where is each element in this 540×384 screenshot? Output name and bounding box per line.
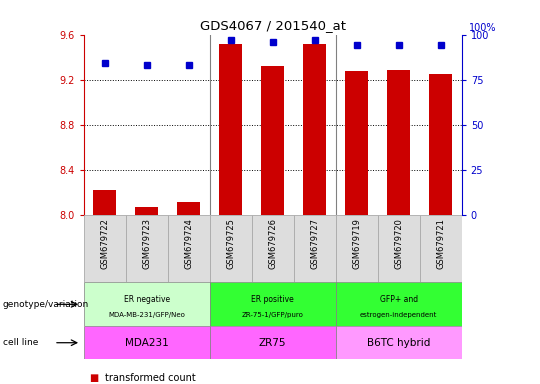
Bar [210,282,336,326]
Bar [294,215,336,282]
Bar [135,207,158,215]
Bar [177,202,200,215]
Bar [261,66,284,215]
Text: GSM679721: GSM679721 [436,218,445,269]
Bar [210,215,252,282]
Text: 100%: 100% [469,23,497,33]
Bar [84,215,126,282]
Bar [210,326,336,359]
Text: genotype/variation: genotype/variation [3,300,89,309]
Text: cell line: cell line [3,338,38,347]
Text: GSM679726: GSM679726 [268,218,277,270]
Bar [387,70,410,215]
Text: GSM679723: GSM679723 [142,218,151,270]
Text: MDA231: MDA231 [125,338,168,348]
Bar [84,282,210,326]
Bar [219,44,242,215]
Bar [126,215,168,282]
Bar [377,215,420,282]
Text: GSM679725: GSM679725 [226,218,235,269]
Text: GSM679719: GSM679719 [352,218,361,269]
Bar [336,215,377,282]
Text: GFP+ and: GFP+ and [380,295,418,303]
Bar [420,215,462,282]
Text: ■: ■ [89,373,98,383]
Bar [303,44,326,215]
Text: GSM679720: GSM679720 [394,218,403,269]
Text: MDA-MB-231/GFP/Neo: MDA-MB-231/GFP/Neo [108,312,185,318]
Title: GDS4067 / 201540_at: GDS4067 / 201540_at [200,19,346,32]
Text: estrogen-independent: estrogen-independent [360,312,437,318]
Text: GSM679724: GSM679724 [184,218,193,269]
Text: GSM679722: GSM679722 [100,218,109,269]
Text: ER negative: ER negative [124,295,170,303]
Text: ZR75: ZR75 [259,338,286,348]
Text: B6TC hybrid: B6TC hybrid [367,338,430,348]
Bar [336,326,462,359]
Text: transformed count: transformed count [105,373,196,383]
Text: GSM679727: GSM679727 [310,218,319,270]
Bar [168,215,210,282]
Bar [345,71,368,215]
Bar [84,326,210,359]
Text: ZR-75-1/GFP/puro: ZR-75-1/GFP/puro [242,312,303,318]
Bar [252,215,294,282]
Text: ER positive: ER positive [251,295,294,303]
Bar [336,282,462,326]
Bar [429,74,453,215]
Bar [93,190,116,215]
